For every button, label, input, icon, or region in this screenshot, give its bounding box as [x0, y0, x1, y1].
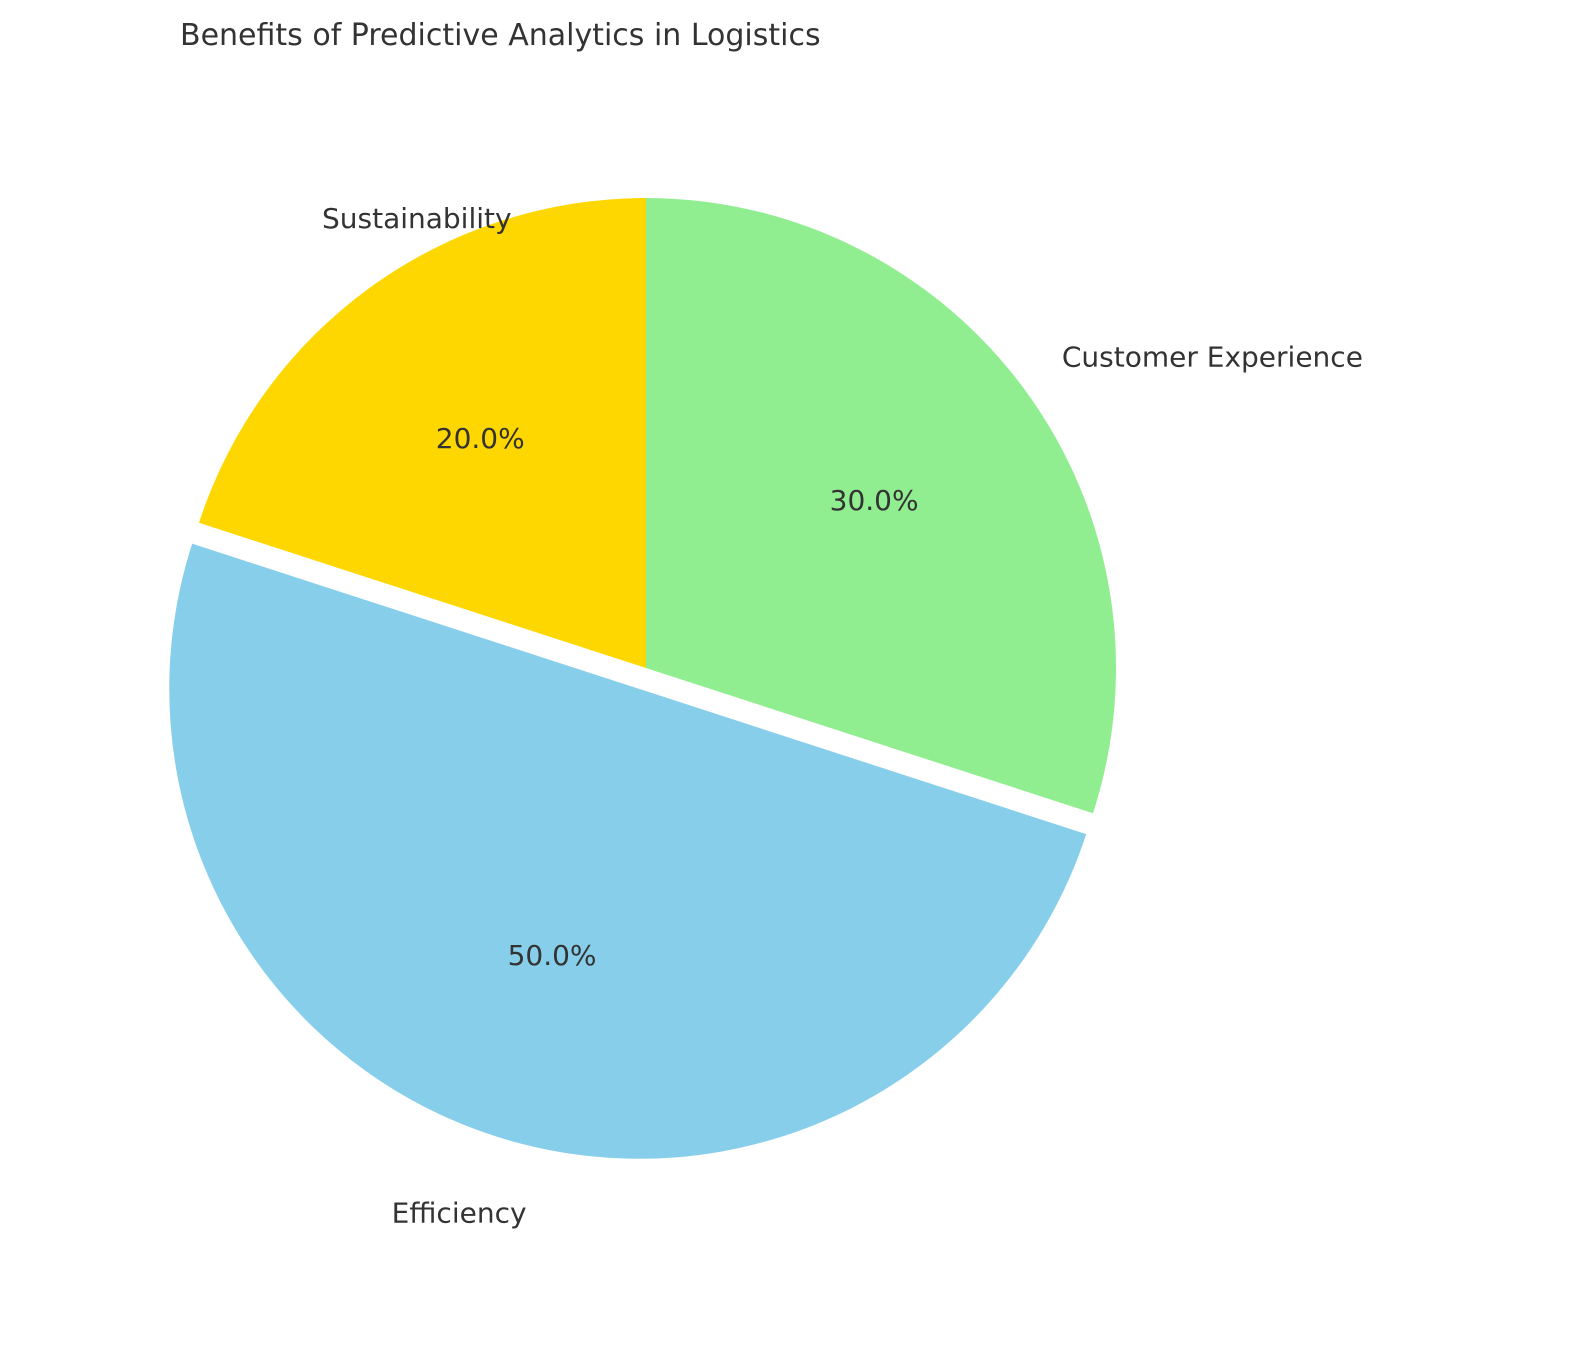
pie-slice-label: Sustainability — [322, 202, 512, 235]
pie-slice-label: Customer Experience — [1062, 341, 1363, 374]
pie-chart-svg: Benefits of Predictive Analytics in Logi… — [0, 0, 1580, 1361]
pie-slice-pct: 30.0% — [830, 484, 919, 517]
pie-slice-label: Efficiency — [392, 1197, 527, 1230]
chart-stage: Benefits of Predictive Analytics in Logi… — [0, 0, 1580, 1361]
pie-slice-pct: 20.0% — [436, 422, 525, 455]
chart-title: Benefits of Predictive Analytics in Logi… — [180, 18, 821, 53]
pie-slice-pct: 50.0% — [508, 939, 597, 972]
